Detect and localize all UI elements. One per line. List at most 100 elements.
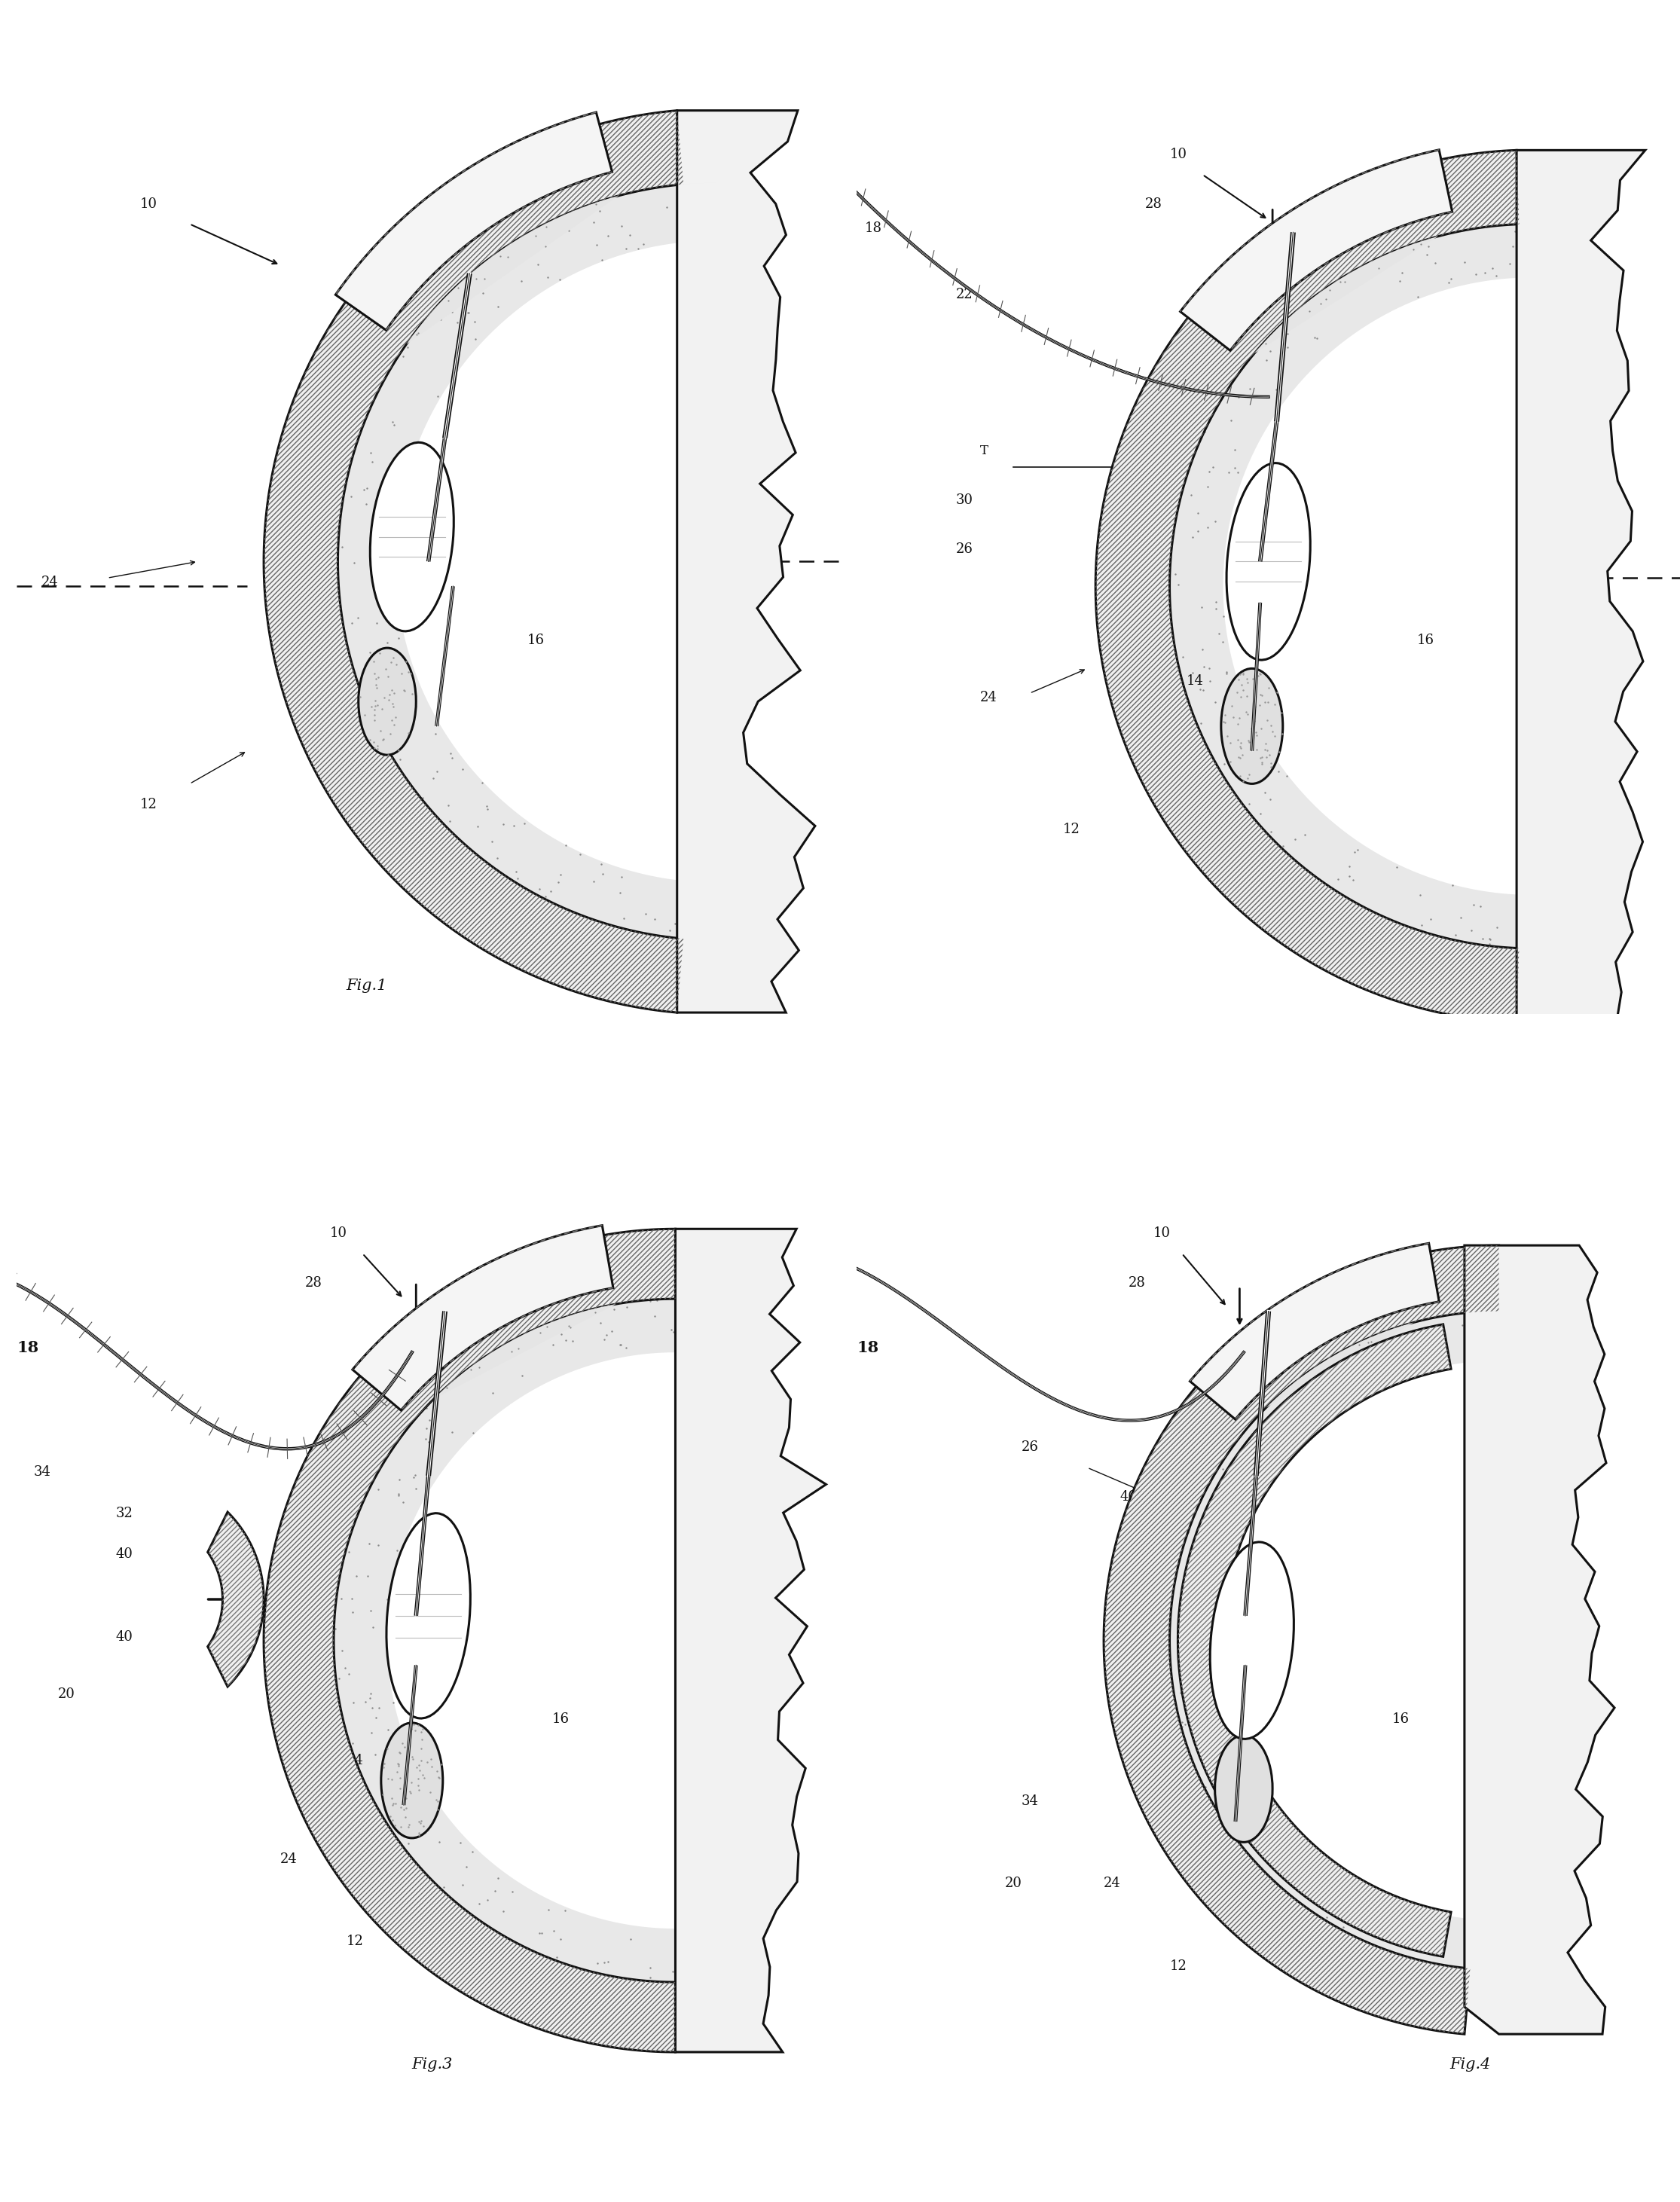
Point [356,722,383,757]
Point [407,1753,433,1788]
Point [1460,887,1487,923]
Point [534,260,561,295]
Point [1191,650,1218,685]
Point [1205,1616,1231,1652]
Point [534,1892,561,1927]
Point [354,1559,381,1594]
Point [398,1764,425,1799]
Point [1218,1737,1245,1773]
Point [413,1744,440,1779]
Point [1253,1414,1280,1449]
Point [454,295,480,330]
Point [385,733,412,768]
Point [606,1328,633,1363]
Point [405,1707,432,1742]
Point [1216,1720,1243,1755]
Point [1327,264,1354,299]
Point [1226,729,1253,764]
Point [361,656,388,691]
Point [1233,678,1260,713]
Point [1300,1374,1327,1409]
Point [1201,504,1228,539]
Point [1374,1343,1401,1378]
Point [375,1713,402,1748]
Point [402,1713,428,1748]
Point [378,645,405,680]
Point [1248,740,1275,775]
Point [544,865,571,901]
Point [449,1867,475,1903]
Point [425,1792,452,1828]
Point [373,634,400,669]
Point [1228,724,1255,760]
Point [1164,1603,1191,1638]
Point [462,321,489,357]
Point [1166,1654,1193,1689]
Point [396,1773,423,1808]
Point [447,1825,474,1861]
Text: 40: 40 [1121,1590,1137,1603]
Point [386,1735,413,1770]
Point [637,1960,664,1995]
Point [524,247,551,282]
Point [423,1781,450,1817]
Point [1257,335,1284,370]
Polygon shape [336,112,612,330]
Point [1196,454,1223,489]
Point [423,1753,450,1788]
Point [408,1731,435,1766]
Point [1253,702,1280,738]
Point [1193,1768,1220,1803]
Point [403,1751,430,1786]
Point [331,1649,358,1685]
Text: 40: 40 [116,1548,133,1561]
Point [1268,696,1295,731]
Point [1263,372,1290,407]
Point [1211,705,1238,740]
Point [366,634,393,669]
Point [522,218,549,253]
Point [393,1781,420,1817]
Point [1483,909,1510,945]
Polygon shape [1095,150,1519,1022]
Point [393,643,420,678]
Point [469,275,496,310]
Point [413,1392,440,1427]
Point [1183,1610,1210,1645]
Point [1228,667,1255,702]
Point [1258,707,1285,742]
Point [482,1874,509,1909]
Point [1230,672,1257,707]
Point [380,1685,407,1720]
Point [509,1359,536,1394]
Point [630,227,657,262]
Point [595,218,622,253]
Point [1247,678,1273,713]
Point [665,214,692,249]
Point [391,1799,418,1834]
Point [474,791,501,826]
Point [398,676,425,711]
Point [1252,685,1278,720]
Point [1499,229,1525,264]
Point [438,295,465,330]
Point [386,1735,413,1770]
Point [1258,746,1285,782]
Point [1247,740,1273,775]
Point [1404,280,1431,315]
Point [1300,1389,1327,1425]
Point [1435,264,1462,299]
Polygon shape [407,183,732,520]
Text: 30: 30 [956,493,973,506]
Point [1235,762,1262,797]
Point [1196,1731,1223,1766]
Point [380,1764,407,1799]
Point [1307,286,1334,321]
Point [1243,658,1270,694]
Point [1295,1854,1322,1889]
Point [1221,449,1248,484]
Point [1359,1909,1386,1944]
Point [417,1742,444,1777]
Point [449,751,475,786]
Point [358,1715,385,1751]
